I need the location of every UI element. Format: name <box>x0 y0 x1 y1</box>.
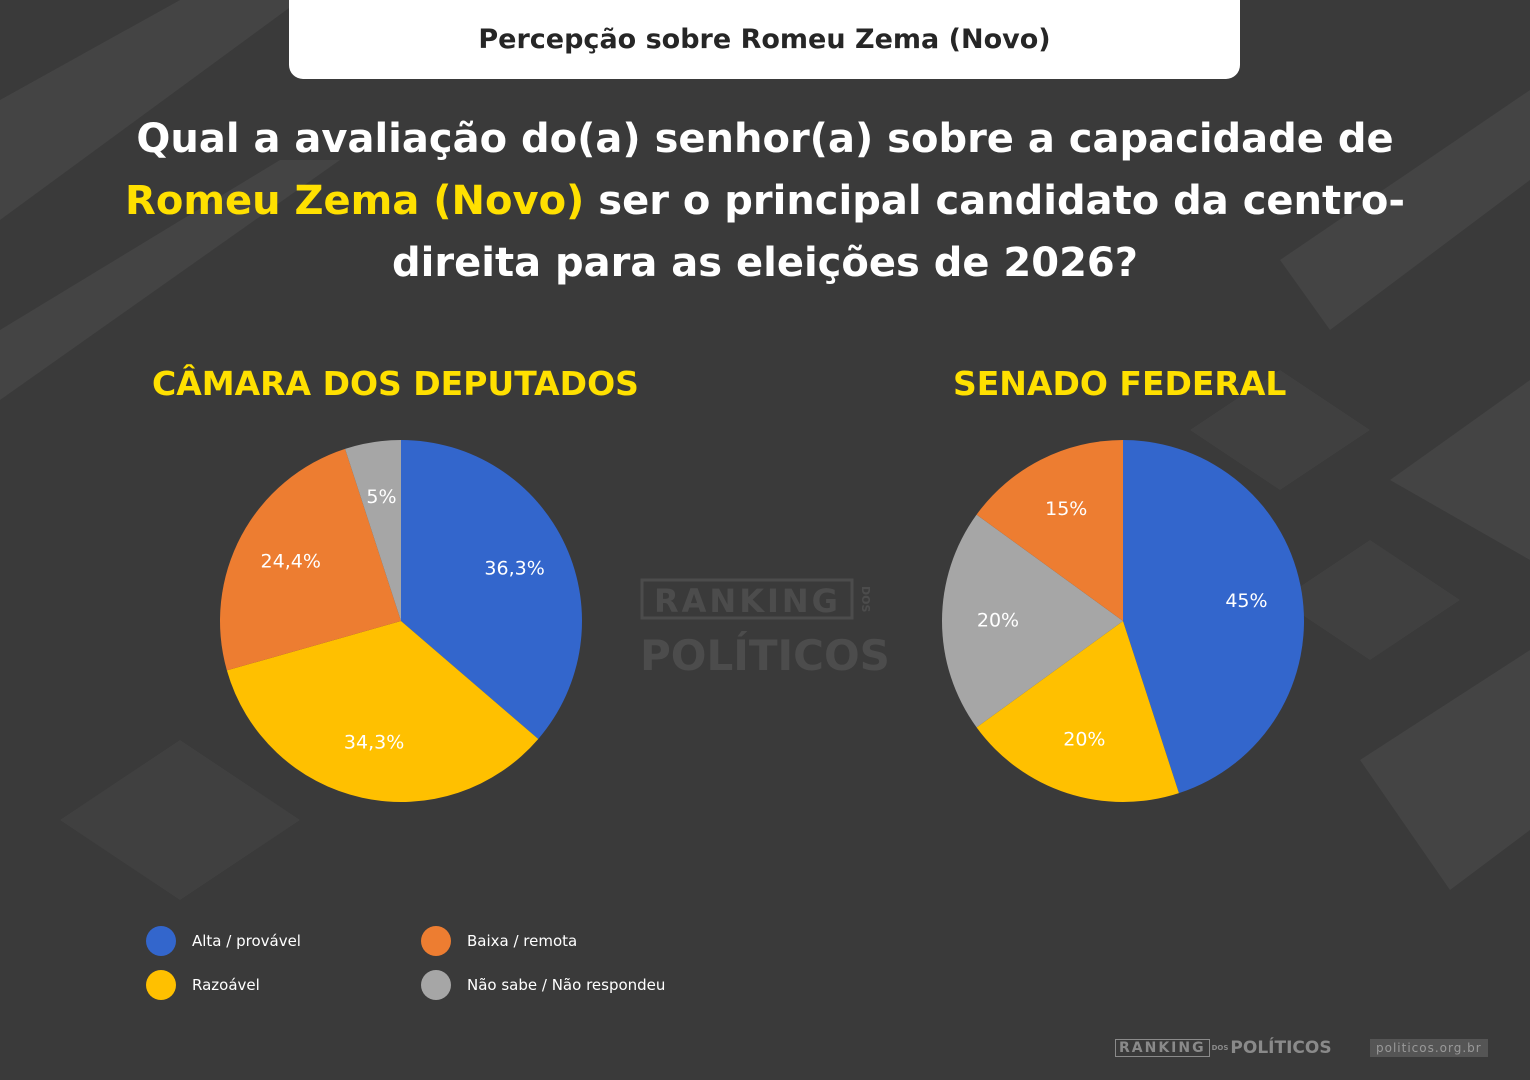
pie-slice-baixa-remota <box>220 448 401 671</box>
question-text-part2: ser o principal candidato da centro-dire… <box>392 178 1405 286</box>
pie-label-nao-sabe-nao-respondeu: 5% <box>366 486 396 508</box>
pie-slice-razoavel <box>226 621 539 802</box>
watermark-box <box>640 578 854 620</box>
watermark-logo: RANKING DOS POLÍTICOS <box>640 578 890 678</box>
legend-label-alta: Alta / provável <box>192 932 301 950</box>
pie-label-nao-sabe-nao-respondeu: 20% <box>977 610 1019 632</box>
watermark-dos: DOS <box>859 586 872 612</box>
footer-logo: RANKING DOS POLÍTICOS <box>1115 1038 1332 1058</box>
pie-label-baixa-remota: 24,4% <box>261 551 321 573</box>
pie-slice-alta-provavel <box>401 440 582 739</box>
pie-label-razoavel: 20% <box>1063 728 1105 750</box>
pie-slice-nao-sabe-nao-respondeu <box>345 440 401 621</box>
legend-item-razoavel: Razoável <box>146 970 260 1000</box>
pie-slice-razoavel <box>976 621 1179 802</box>
pie-chart-camara: 36,3% 34,3% 24,4% 5% <box>220 440 582 802</box>
pie-slice-baixa-remota <box>976 440 1123 621</box>
legend-swatch-baixa <box>421 926 451 956</box>
legend-item-alta: Alta / provável <box>146 926 301 956</box>
question-highlight: Romeu Zema (Novo) <box>125 178 585 224</box>
legend-swatch-alta <box>146 926 176 956</box>
question-text-part1: Qual a avaliação do(a) senhor(a) sobre a… <box>136 116 1394 162</box>
watermark-politicos: POLÍTICOS <box>640 630 890 678</box>
legend-label-nao-sabe: Não sabe / Não respondeu <box>467 976 666 994</box>
legend: Alta / provável Baixa / remota Razoável … <box>146 926 746 1016</box>
pie-slice-nao-sabe-nao-respondeu <box>942 514 1123 728</box>
pie-slice-alta-provavel <box>1123 440 1304 794</box>
survey-question: Qual a avaliação do(a) senhor(a) sobre a… <box>90 108 1440 294</box>
footer-url[interactable]: politicos.org.br <box>1370 1039 1488 1057</box>
legend-label-baixa: Baixa / remota <box>467 932 578 950</box>
banner-title: Percepção sobre Romeu Zema (Novo) <box>478 24 1051 55</box>
pie-label-alta-provavel: 36,3% <box>484 557 544 579</box>
legend-swatch-nao-sabe <box>421 970 451 1000</box>
footer-logo-ranking: RANKING <box>1115 1039 1210 1057</box>
legend-swatch-razoavel <box>146 970 176 1000</box>
legend-label-razoavel: Razoável <box>192 976 260 994</box>
chart-title-camara: CÂMARA DOS DEPUTADOS <box>152 364 639 403</box>
top-banner: Percepção sobre Romeu Zema (Novo) <box>289 0 1240 79</box>
watermark-ranking: RANKING <box>654 582 841 620</box>
pie-label-baixa-remota: 15% <box>1045 498 1087 520</box>
chart-title-senado: SENADO FEDERAL <box>953 364 1287 403</box>
footer-logo-politicos: POLÍTICOS <box>1230 1038 1332 1058</box>
footer-logo-dos: DOS <box>1211 1044 1229 1052</box>
legend-item-nao-sabe: Não sabe / Não respondeu <box>421 970 665 1000</box>
pie-label-alta-provavel: 45% <box>1225 590 1267 612</box>
legend-item-baixa: Baixa / remota <box>421 926 577 956</box>
pie-label-razoavel: 34,3% <box>344 732 404 754</box>
pie-chart-senado: 45% 20% 20% 15% <box>942 440 1304 802</box>
